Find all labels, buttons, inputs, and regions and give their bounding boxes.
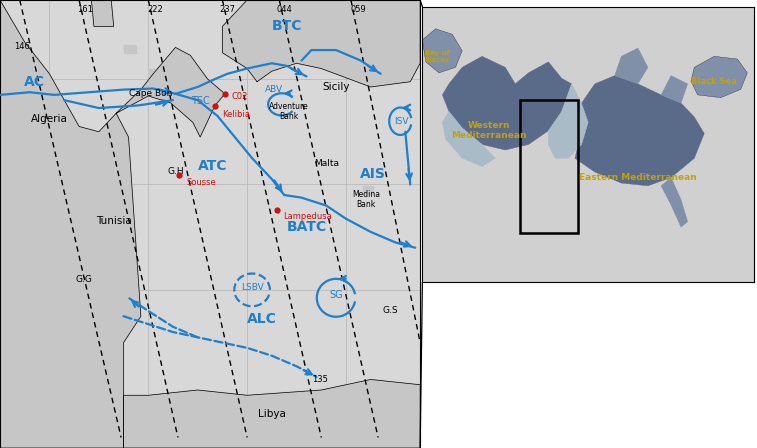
Text: G.H: G.H xyxy=(167,167,184,176)
Text: Bay of
Biscay: Bay of Biscay xyxy=(425,50,450,63)
Text: Malta: Malta xyxy=(313,159,338,168)
Text: Lampedusa: Lampedusa xyxy=(283,212,332,221)
Text: Adventure
Bank: Adventure Bank xyxy=(269,102,309,121)
Text: 044: 044 xyxy=(276,5,292,14)
Text: Medina
Bank: Medina Bank xyxy=(352,190,380,209)
Polygon shape xyxy=(363,186,373,194)
Text: Cape Bon: Cape Bon xyxy=(129,89,173,98)
Polygon shape xyxy=(661,76,687,103)
Text: Black Sea: Black Sea xyxy=(691,77,737,86)
Polygon shape xyxy=(575,76,704,186)
Text: 146: 146 xyxy=(14,42,30,51)
Text: ALC: ALC xyxy=(247,312,277,326)
Text: Western
Mediterranean: Western Mediterranean xyxy=(451,121,526,140)
Polygon shape xyxy=(691,56,747,98)
Text: G.S: G.S xyxy=(383,306,398,315)
Text: Eastern Mediterranean: Eastern Mediterranean xyxy=(579,173,696,182)
Polygon shape xyxy=(123,45,136,53)
Polygon shape xyxy=(615,48,648,84)
Polygon shape xyxy=(548,84,588,158)
Text: 135: 135 xyxy=(313,375,329,384)
Polygon shape xyxy=(123,379,420,448)
Text: BATC: BATC xyxy=(286,220,326,234)
Text: Libya: Libya xyxy=(258,409,286,419)
Polygon shape xyxy=(89,0,114,26)
Text: 237: 237 xyxy=(220,5,235,14)
Polygon shape xyxy=(442,112,495,167)
Text: AC: AC xyxy=(24,75,45,89)
Text: ISV: ISV xyxy=(394,117,409,126)
Text: BTC: BTC xyxy=(272,19,302,33)
Text: Algeria: Algeria xyxy=(31,114,68,124)
Polygon shape xyxy=(442,56,572,150)
Polygon shape xyxy=(0,0,141,448)
Text: C02: C02 xyxy=(232,92,248,101)
Text: ATC: ATC xyxy=(198,159,227,173)
Text: 059: 059 xyxy=(350,5,366,14)
Text: TSC: TSC xyxy=(191,96,210,106)
Polygon shape xyxy=(223,0,420,87)
Polygon shape xyxy=(148,69,158,79)
Text: G.G: G.G xyxy=(76,275,92,284)
Polygon shape xyxy=(422,29,463,73)
Text: Sousse: Sousse xyxy=(186,178,216,187)
Polygon shape xyxy=(661,177,687,227)
Text: 161: 161 xyxy=(77,5,93,14)
Text: AIS: AIS xyxy=(360,167,386,181)
Text: LSBV: LSBV xyxy=(241,283,263,292)
Polygon shape xyxy=(116,47,225,137)
Text: Kelibia: Kelibia xyxy=(223,110,251,119)
Text: Tunisia: Tunisia xyxy=(96,216,132,226)
Text: Sicily: Sicily xyxy=(322,82,350,92)
Text: ABV: ABV xyxy=(265,85,283,94)
Text: SG: SG xyxy=(329,290,343,300)
Bar xyxy=(520,100,578,233)
Text: 222: 222 xyxy=(148,5,164,14)
